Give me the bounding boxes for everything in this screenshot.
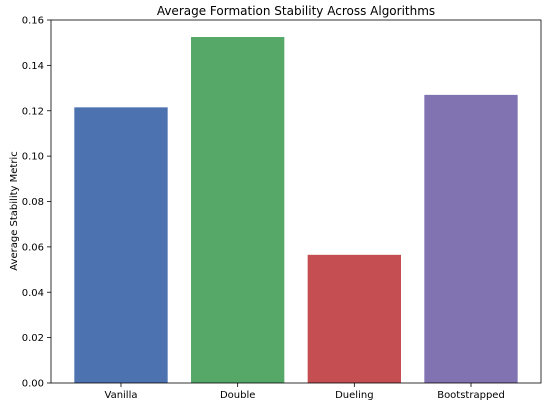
- x-tick-label: Dueling: [335, 390, 373, 401]
- y-axis-ticks: 0.00 0.02 0.04 0.06 0.08 0.10 0.12 0.14 0.16: [22, 16, 51, 390]
- bar-vanilla: [74, 107, 168, 383]
- y-tick-label: 0.02: [22, 333, 44, 344]
- y-tick-label: 0.16: [22, 16, 44, 27]
- bar-bootstrapped: [424, 94, 518, 384]
- y-tick-label: 0.00: [22, 379, 44, 390]
- y-tick-label: 0.14: [22, 61, 44, 72]
- y-tick-label: 0.12: [22, 106, 44, 117]
- bars-group: [74, 37, 518, 384]
- x-axis-ticks: Vanilla Double Dueling Bootstrapped: [105, 383, 505, 401]
- bar-double: [191, 37, 285, 384]
- y-tick-label: 0.08: [22, 197, 44, 208]
- x-tick-label: Bootstrapped: [437, 390, 505, 401]
- y-tick-label: 0.10: [22, 152, 44, 163]
- plot-frame: [50, 19, 542, 384]
- x-tick-label: Double: [220, 390, 255, 401]
- y-axis-label: Average Stability Metric: [9, 151, 20, 270]
- y-tick-label: 0.04: [22, 288, 44, 299]
- chart-title: Average Formation Stability Across Algor…: [157, 4, 435, 18]
- bar-dueling: [307, 254, 401, 383]
- x-tick-label: Vanilla: [105, 390, 138, 401]
- y-tick-label: 0.06: [22, 242, 44, 253]
